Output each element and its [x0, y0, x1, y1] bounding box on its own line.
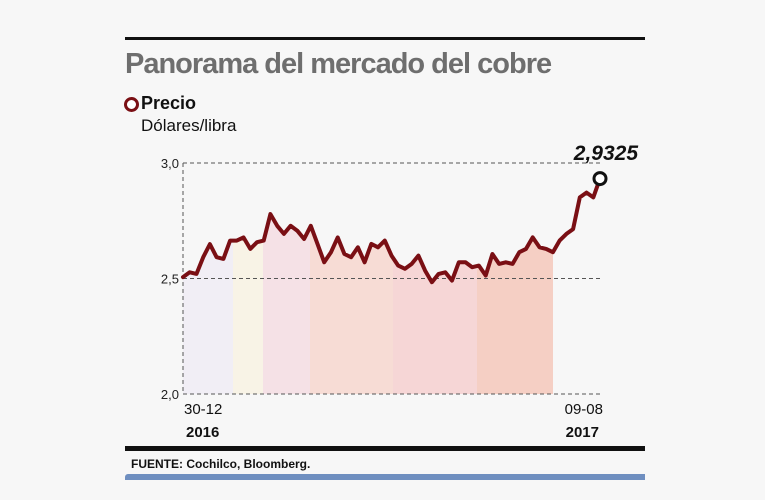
y-axis: 2,0 2,5 3,0 — [161, 156, 179, 402]
last-value-label: 2,9325 — [573, 142, 639, 165]
bottom-rule — [125, 446, 645, 451]
accent-bar — [125, 474, 645, 480]
unit-label: Dólares/libra — [141, 116, 237, 135]
x-start-year: 2016 — [186, 424, 219, 441]
last-point-marker — [592, 171, 608, 187]
top-rule — [125, 37, 645, 40]
legend-marker-icon — [124, 97, 139, 112]
x-start-date: 30-12 — [184, 401, 222, 418]
y-tick-label: 2,0 — [161, 387, 179, 402]
y-tick-label: 3,0 — [161, 156, 179, 171]
source-note: FUENTE: Cochilco, Bloomberg. — [131, 457, 311, 471]
y-tick-label: 2,5 — [161, 272, 179, 287]
x-end-year: 2017 — [566, 424, 599, 441]
x-end-date: 09-08 — [565, 401, 603, 418]
chart-title: Panorama del mercado del cobre — [125, 48, 552, 80]
price-line — [181, 176, 602, 285]
legend-label: Precio — [141, 93, 197, 113]
